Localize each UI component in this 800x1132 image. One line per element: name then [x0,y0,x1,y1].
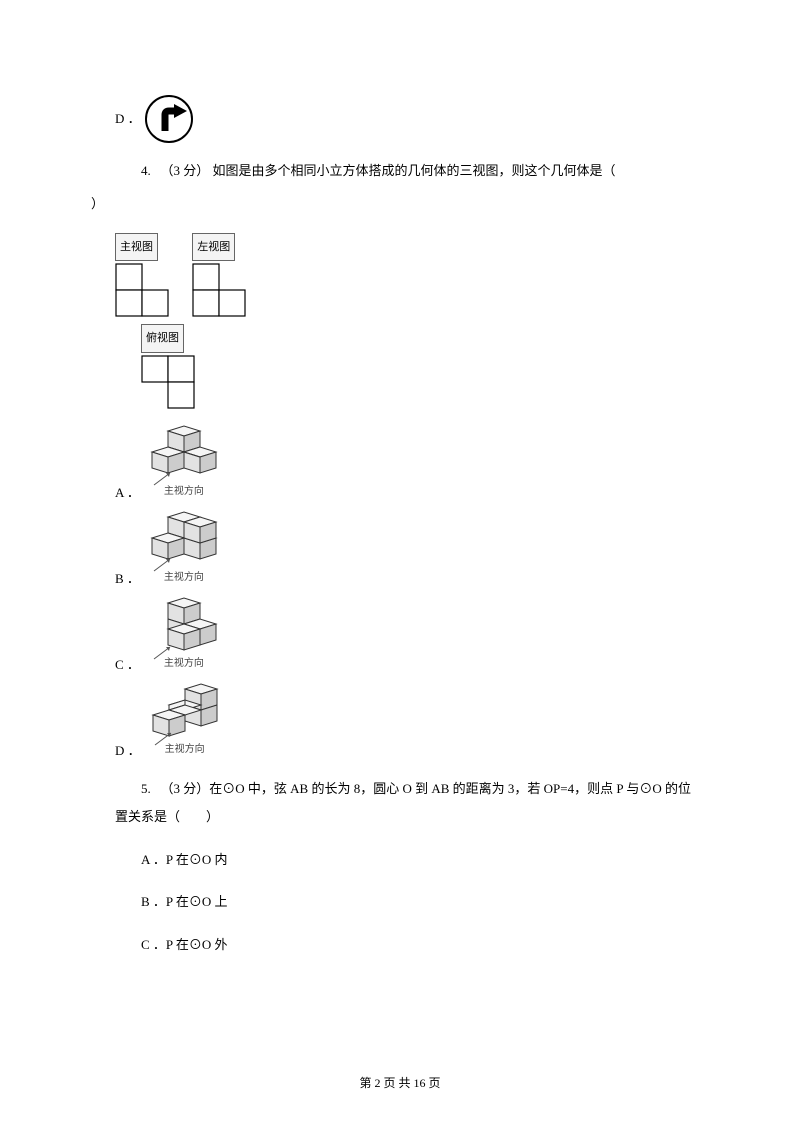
view-direction-label: 主视方向 [164,481,204,503]
top-view-label: 俯视图 [141,324,184,352]
q4-stem-line1: 4. （3 分） 如图是由多个相同小立方体搭成的几何体的三视图，则这个几何体是（ [115,157,700,186]
q4-option-a: A ． [115,423,700,503]
cube-figure-b: 主视方向 [146,509,236,589]
option-letter: D ． [115,105,141,134]
option-text: C ．P 在⊙O 外 [141,937,228,952]
road-sign-icon [145,95,193,143]
left-view: 左视图 [192,232,246,317]
q5-option-b: B ．P 在⊙O 上 [115,888,700,917]
q3-option-d: D ． [115,95,700,143]
option-letter: C ． [115,657,140,675]
q5-option-a: A ．P 在⊙O 内 [115,846,700,875]
q4-stem-b: ） [91,196,104,211]
q4-option-d: D ． [115,681,700,761]
q4-number: 4. [141,163,151,178]
left-view-shape [192,263,246,317]
q4-points: （3 分） [161,163,210,178]
left-view-label: 左视图 [192,233,235,261]
option-letter: A ． [115,485,140,503]
footer-text: 第 2 页 共 16 页 [359,1076,440,1090]
cube-figure-c: 主视方向 [146,595,236,675]
front-view-shape [115,263,169,317]
top-view: 俯视图 [141,323,195,408]
top-view-shape [141,355,195,409]
view-direction-label: 主视方向 [164,567,204,589]
front-view-label: 主视图 [115,233,158,261]
front-view: 主视图 [115,232,169,317]
view-direction-label: 主视方向 [165,739,205,761]
page-content: D ． 4. （3 分） 如图是由多个相同小立方体搭成的几何体的三视图，则这个几… [0,0,800,1004]
page-footer: 第 2 页 共 16 页 [0,1070,800,1096]
q5-points: （3 分） [161,781,210,796]
q4-stem-line2: ） [91,190,700,219]
option-text: A ．P 在⊙O 内 [141,852,228,867]
option-text: B ．P 在⊙O 上 [141,894,228,909]
q4-option-c: C ． 主视方向 [115,595,700,675]
cube-figure-d: 主视方向 [147,681,237,761]
q4-stem-a: 如图是由多个相同小立方体搭成的几何体的三视图，则这个几何体是（ [213,163,616,178]
q5-stem: 5. （3 分）在⊙O 中，弦 AB 的长为 8，圆心 O 到 AB 的距离为 … [115,775,700,832]
q4-option-b: B ． [115,509,700,589]
option-letter: B ． [115,571,140,589]
three-views-figure: 主视图 左视图 俯视图 [115,232,700,408]
option-letter: D ． [115,743,141,761]
cube-figure-a: 主视方向 [146,423,236,503]
q5-option-c: C ．P 在⊙O 外 [115,931,700,960]
view-direction-label: 主视方向 [164,653,204,675]
q5-number: 5. [141,781,151,796]
